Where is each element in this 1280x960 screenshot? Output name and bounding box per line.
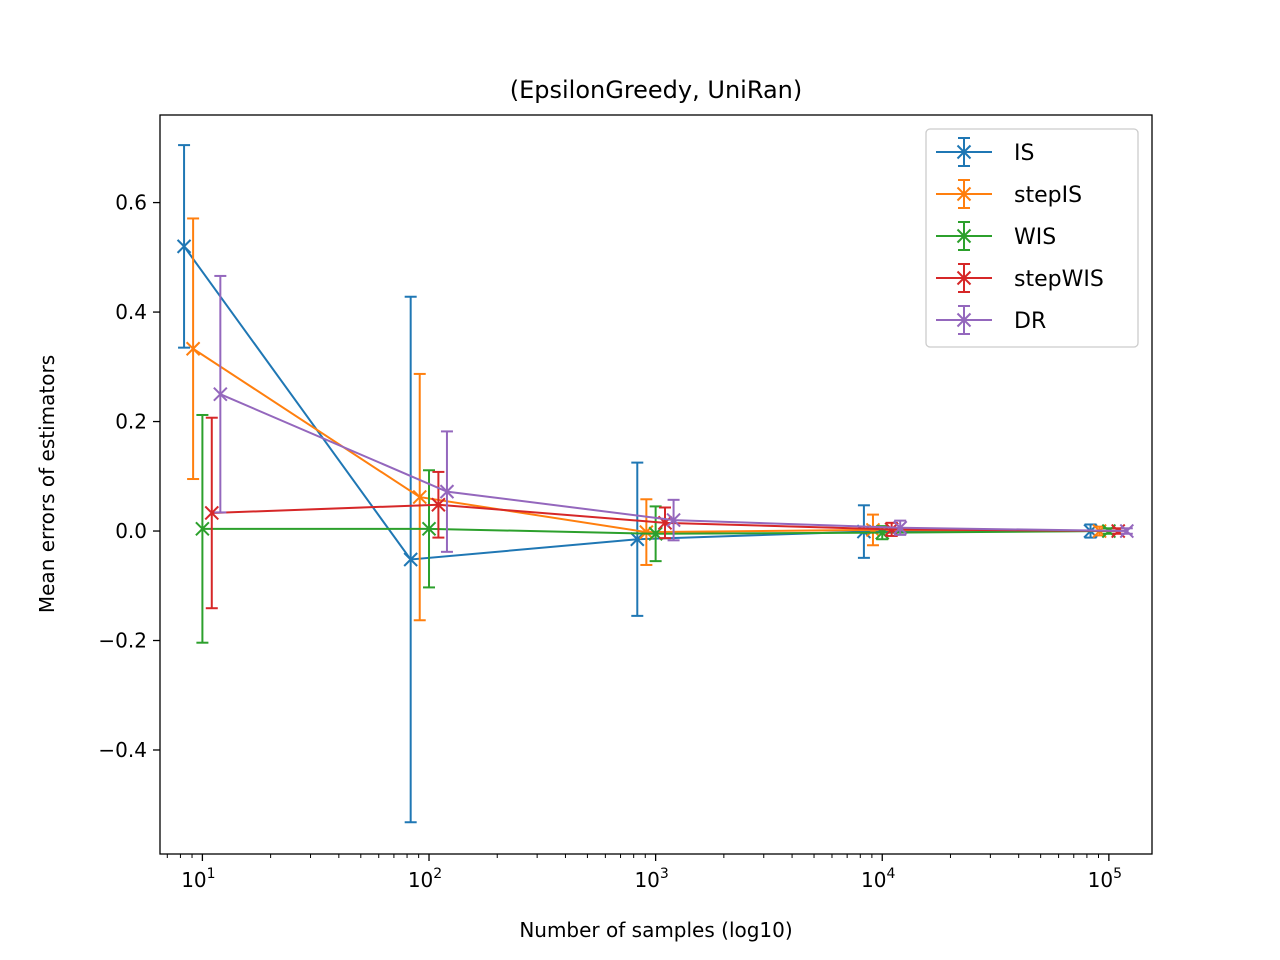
x-axis-label: Number of samples (log10) <box>519 918 792 942</box>
data-point <box>176 239 192 254</box>
series-WIS <box>195 413 1117 644</box>
x-tick-label: 101 <box>181 866 215 892</box>
series-DR <box>213 274 1135 553</box>
data-point <box>1119 523 1135 539</box>
x-axis-ticks: 101 102 103 104 105 <box>166 854 1122 892</box>
data-point <box>431 497 446 512</box>
data-point <box>195 521 210 537</box>
y-tick-label: 0.6 <box>115 191 147 215</box>
y-tick-label: −0.2 <box>98 629 147 653</box>
y-axis-ticks: −0.4 −0.2 0.0 0.2 0.4 0.6 <box>98 191 160 762</box>
legend-marker <box>956 312 972 328</box>
data-point <box>185 341 201 356</box>
legend-label: WIS <box>1014 225 1056 250</box>
data-point <box>630 532 645 547</box>
data-point <box>892 520 908 535</box>
legend-label: DR <box>1014 309 1046 334</box>
data-point <box>884 522 899 537</box>
y-axis-label: Mean errors of estimators <box>35 355 59 613</box>
y-tick-label: 0.4 <box>115 300 147 324</box>
chart-title: (EpsilonGreedy, UniRan) <box>510 76 803 104</box>
x-tick-label: 105 <box>1088 866 1122 892</box>
legend: IS stepIS WIS stepWIS DR <box>925 128 1139 348</box>
legend-marker <box>956 144 972 160</box>
x-tick-label: 104 <box>861 866 895 892</box>
data-point <box>439 484 455 499</box>
x-tick-label: 102 <box>408 866 442 892</box>
data-point <box>204 505 219 521</box>
data-point <box>412 489 427 505</box>
series-stepWIS <box>204 416 1126 610</box>
legend-label: IS <box>1014 141 1034 166</box>
data-point <box>213 386 228 402</box>
legend-label: stepIS <box>1014 183 1082 208</box>
y-tick-label: 0.2 <box>115 410 147 434</box>
legend-label: stepWIS <box>1014 267 1104 292</box>
legend-marker <box>956 228 972 244</box>
plot-marks <box>176 144 1135 824</box>
data-point <box>421 521 437 537</box>
legend-box <box>925 128 1139 348</box>
y-tick-label: −0.4 <box>98 738 147 762</box>
y-tick-label: 0.0 <box>115 519 147 543</box>
data-point <box>666 512 681 528</box>
x-tick-label: 103 <box>634 866 668 892</box>
data-point <box>403 552 418 567</box>
legend-marker <box>956 270 972 286</box>
legend-marker <box>956 186 972 202</box>
